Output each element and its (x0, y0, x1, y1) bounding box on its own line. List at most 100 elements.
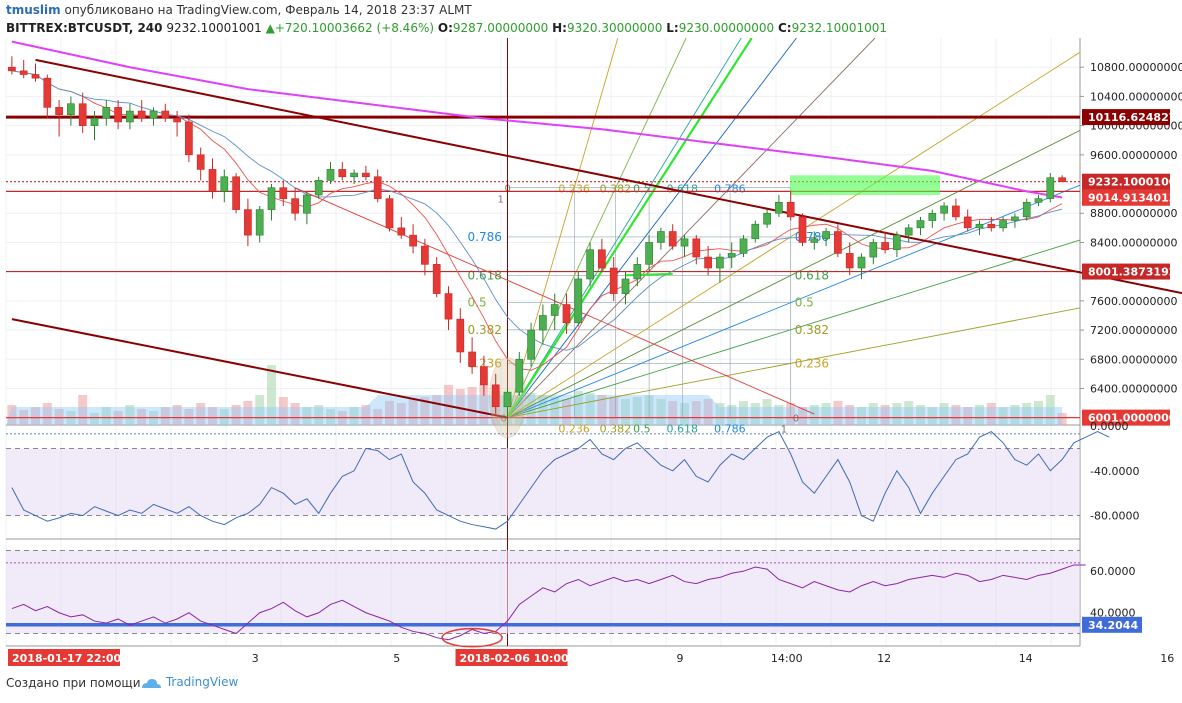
price-tick-label: 7200.00000000 (1090, 324, 1177, 337)
volume-bar (278, 397, 288, 425)
author-name[interactable]: tmuslim (6, 3, 61, 17)
price-label-box (1082, 189, 1170, 206)
fib-fan-ray (507, 38, 742, 418)
candle-body (1046, 177, 1055, 199)
candle-body (161, 110, 170, 119)
candle-body (444, 293, 453, 320)
candle-body (126, 110, 134, 123)
candle-body (114, 107, 122, 123)
ma-long-line (11, 40, 1063, 199)
volume-bar (809, 405, 819, 425)
candle-body (550, 304, 559, 316)
time-tick-label: 5 (393, 652, 400, 665)
candle-body (279, 187, 288, 199)
williams-r-line (11, 430, 1110, 530)
candle-body (574, 278, 583, 324)
volume-bar (939, 403, 949, 425)
tradingview-cloud-icon (142, 678, 161, 688)
price-label-box (1082, 409, 1170, 426)
trendline (11, 318, 508, 419)
candle-body (845, 253, 854, 269)
candle-body (692, 238, 701, 258)
publish-info: tmuslim опубликовано на TradingView.com,… (6, 3, 472, 17)
candle-body (716, 256, 724, 269)
candle-body (515, 358, 524, 393)
fib-fan-main-ray (506, 38, 753, 419)
candle-body (314, 180, 323, 196)
wr-tick-label: 0.0000 (1090, 420, 1129, 433)
rsi-tick-label: 60.0000 (1090, 565, 1136, 578)
candle-body (810, 238, 819, 243)
fib-fan-ray (507, 184, 1081, 419)
volume-bar (691, 401, 701, 425)
fib-label-right: 0.236 (795, 356, 829, 370)
candle-body (645, 242, 653, 265)
volume-bar (172, 405, 182, 425)
volume-bar (986, 403, 996, 425)
volume-bar (821, 403, 831, 425)
candle-body (751, 223, 760, 240)
time-tick-label: 3 (252, 652, 259, 665)
ma-mid-line (11, 70, 1063, 351)
candle-body (468, 351, 476, 367)
wr-tick-label: -40.0000 (1090, 465, 1139, 478)
fib-fan-ray (507, 129, 1081, 419)
time-marker-label: 2018-02-06 10:00:00 (460, 652, 589, 665)
candle-body (8, 66, 16, 72)
volume-bar (857, 407, 866, 425)
volume-bar (1022, 403, 1032, 425)
price-tick-label: 10800.00000000 (1090, 61, 1182, 74)
volume-bar (680, 403, 689, 425)
candle-body (397, 227, 406, 236)
volume-bar (1034, 401, 1043, 425)
time-tick-label: 14 (1019, 652, 1033, 665)
rsi-tick-label: 40.0000 (1090, 607, 1136, 620)
volume-bar (302, 407, 312, 425)
candle-body (798, 216, 807, 243)
candle-body (586, 249, 594, 280)
volume-bar (998, 407, 1008, 425)
candle-body (149, 110, 158, 119)
candle-body (102, 107, 111, 119)
candle-body (916, 220, 925, 229)
candle-body (893, 234, 901, 251)
price-tick-label: 6400.00000000 (1090, 382, 1177, 395)
volume-bar (573, 391, 583, 425)
volume-bar (373, 409, 383, 425)
rsi-value-label: 34.2044 (1088, 619, 1138, 632)
candle-body (31, 74, 40, 79)
volume-bar (101, 407, 111, 425)
fib-label-right: 0.382 (795, 323, 829, 337)
volume-bar (349, 407, 359, 425)
volume-bar (479, 383, 489, 425)
last-price: 9232.10001001 (166, 21, 262, 35)
volume-bar (1057, 413, 1067, 425)
volume-bar (408, 399, 418, 425)
tradingview-logo[interactable]: TradingView (140, 675, 238, 689)
candle-body (456, 318, 465, 353)
fib-fan-ray (507, 239, 1081, 419)
volume-bar (975, 405, 984, 425)
candle-body (303, 194, 311, 214)
candle-body (362, 172, 370, 178)
candle-body (173, 118, 181, 123)
wr-band (6, 448, 1080, 516)
candle-body (727, 253, 736, 258)
ohlc-high: H:9320.30000000 (552, 21, 663, 35)
volume-bar (916, 405, 925, 425)
fib-fan-ray (507, 307, 1081, 419)
candle-body (326, 169, 335, 181)
candle-body (491, 384, 500, 408)
candle-body (338, 169, 347, 178)
candle-body (881, 242, 889, 251)
price-label-box (1082, 173, 1170, 190)
candle-body (255, 209, 264, 236)
ohlc-low: L:9230.00000000 (666, 21, 775, 35)
price-tick-label: 9600.00000000 (1090, 149, 1177, 162)
volume-bar (290, 403, 300, 425)
candle-body (409, 234, 417, 247)
price-chart[interactable]: 010.2360.2360.3820.3820.50.50.6180.6180.… (0, 38, 1182, 670)
candle-body (220, 176, 229, 192)
volume-bar (668, 401, 678, 425)
volume-bar (42, 403, 52, 425)
